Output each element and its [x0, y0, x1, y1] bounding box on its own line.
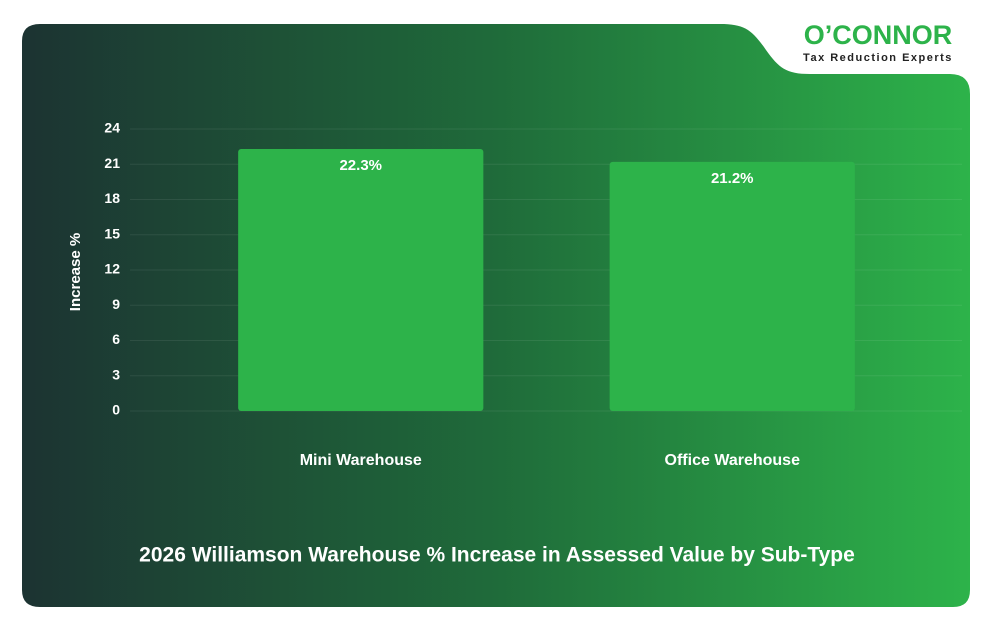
y-tick-label: 18: [104, 190, 120, 206]
x-tick-label: Office Warehouse: [665, 452, 801, 469]
y-tick-label: 3: [112, 366, 120, 382]
y-tick-label: 21: [104, 155, 120, 171]
value-label: 21.2%: [711, 170, 754, 187]
logo-name: O’CONNOR: [804, 20, 953, 50]
x-tick-label: Mini Warehouse: [300, 452, 422, 469]
y-tick-label: 6: [112, 331, 120, 347]
y-tick-label: 15: [104, 225, 120, 241]
bar: [238, 148, 484, 411]
y-tick-label: 24: [104, 120, 120, 136]
chart-title: 2026 Williamson Warehouse % Increase in …: [139, 544, 855, 567]
y-axis-label: Increase %: [67, 233, 84, 311]
y-tick-label: 9: [112, 296, 120, 312]
value-label: 22.3%: [339, 157, 382, 174]
y-tick-label: 0: [112, 402, 120, 418]
logo-tagline: Tax Reduction Experts: [803, 52, 953, 64]
bar: [609, 161, 855, 411]
y-tick-label: 12: [104, 261, 120, 277]
